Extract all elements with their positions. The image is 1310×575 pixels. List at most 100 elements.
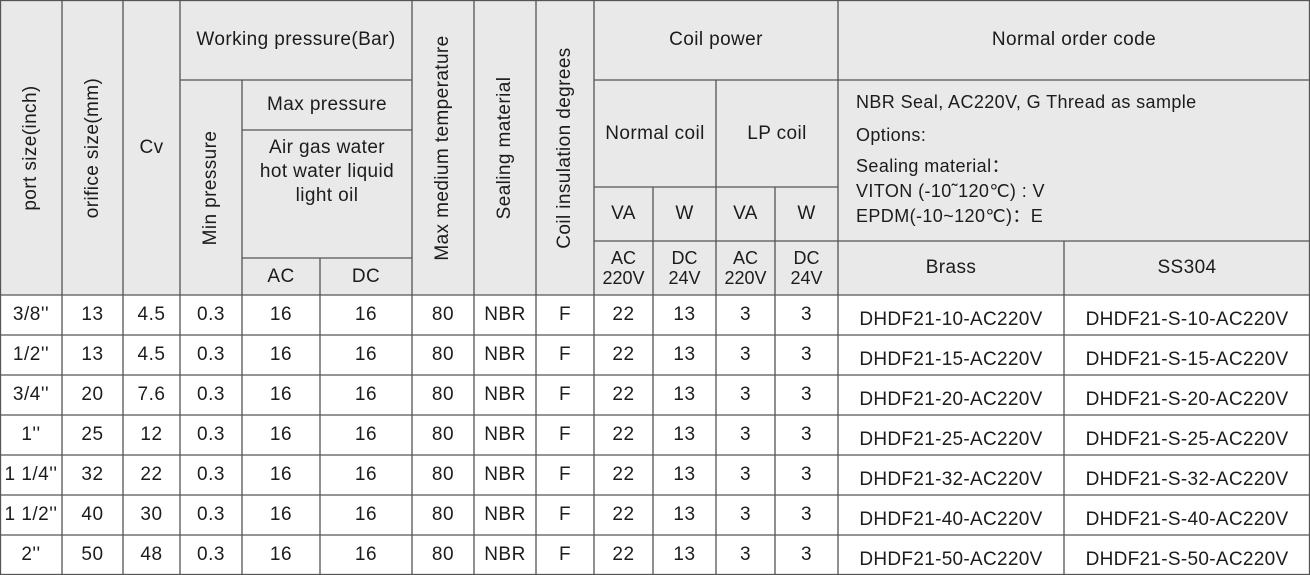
header-coil-power: Coil power — [594, 0, 838, 80]
cell-ins: F — [536, 495, 594, 535]
cell-ac-text: 16 — [269, 304, 293, 325]
header-lp-coil: LP coil — [716, 80, 838, 187]
cell-brass-text: DHDF21-40-AC220V — [859, 509, 1043, 530]
cell-ins-text: F — [558, 384, 572, 405]
cell-temp-text: 80 — [431, 344, 455, 365]
header-ac220v-lp: AC 220V — [716, 241, 775, 295]
cell-port-text: 3/4'' — [12, 384, 50, 405]
header-media-line-1: Air gas water — [268, 137, 386, 158]
cell-w2-text: 3 — [800, 544, 813, 565]
cell-brass: DHDF21-50-AC220V — [838, 535, 1064, 575]
cell-ins-text: F — [558, 424, 572, 445]
cell-w1: 13 — [653, 455, 716, 495]
header-brass-label: Brass — [925, 257, 977, 278]
cell-ins: F — [536, 375, 594, 415]
cell-temp: 80 — [412, 375, 474, 415]
header-working-pressure: Working pressure(Bar) — [180, 0, 412, 80]
cell-ss: DHDF21-S-10-AC220V — [1064, 295, 1310, 335]
cell-port: 1 1/2'' — [0, 495, 62, 535]
cell-brass: DHDF21-15-AC220V — [838, 335, 1064, 375]
cell-port-text: 1'' — [21, 424, 41, 445]
cell-va1: 22 — [594, 535, 653, 575]
cell-temp: 80 — [412, 535, 474, 575]
header-max-pressure-label: Max pressure — [267, 94, 387, 115]
cell-temp: 80 — [412, 415, 474, 455]
cell-port-text: 2'' — [21, 544, 41, 565]
cell-port-text: 1/2'' — [12, 344, 50, 365]
cell-seal: NBR — [474, 535, 536, 575]
cell-w1: 13 — [653, 335, 716, 375]
cell-seal: NBR — [474, 415, 536, 455]
cell-min-text: 0.3 — [197, 344, 225, 365]
cell-ac-text: 16 — [269, 384, 293, 405]
notes-line-1: NBR Seal, AC220V, G Thread as sample — [856, 92, 1197, 112]
header-w-lp-label: W — [797, 203, 816, 224]
cell-seal-text: NBR — [484, 304, 526, 325]
cell-w1-text: 13 — [673, 424, 696, 445]
cell-w2: 3 — [775, 295, 838, 335]
cell-ss: DHDF21-S-32-AC220V — [1064, 455, 1310, 495]
cell-port: 2'' — [0, 535, 62, 575]
header-pressure-ac-label: AC — [267, 265, 295, 287]
header-min-pressure-label: Min pressure — [200, 130, 221, 245]
cell-seal: NBR — [474, 295, 536, 335]
cell-w1-text: 13 — [673, 344, 696, 365]
cell-ac-text: 16 — [269, 344, 293, 365]
cell-w2: 3 — [775, 535, 838, 575]
cell-cv-text: 7.6 — [137, 384, 166, 405]
cell-port: 1 1/4'' — [0, 455, 62, 495]
cell-min-text: 0.3 — [197, 424, 225, 445]
cell-ss-text: DHDF21-S-50-AC220V — [1085, 549, 1289, 570]
cell-ac-text: 16 — [269, 464, 293, 485]
cell-seal-text: NBR — [484, 344, 526, 365]
header-order-code-label: Normal order code — [991, 29, 1157, 50]
header-media-line-3: light oil — [295, 185, 359, 206]
header-ss304-label: SS304 — [1157, 257, 1217, 278]
cell-orifice: 50 — [62, 535, 123, 575]
cell-min-text: 0.3 — [197, 304, 225, 325]
cell-w1: 13 — [653, 375, 716, 415]
cell-seal: NBR — [474, 495, 536, 535]
cell-w1-text: 13 — [673, 304, 696, 325]
header-ac220v-normal: AC 220V — [594, 241, 653, 295]
cell-orifice-text: 20 — [81, 384, 104, 405]
header-ac220v-lp-top: AC — [732, 248, 758, 268]
cell-brass-text: DHDF21-15-AC220V — [859, 349, 1043, 370]
cell-ins: F — [536, 455, 594, 495]
cell-dc-text: 16 — [354, 304, 378, 325]
header-port-size-label: port size(inch) — [20, 84, 41, 211]
cell-seal: NBR — [474, 335, 536, 375]
cell-cv-text: 48 — [140, 544, 163, 565]
cell-dc: 16 — [320, 495, 412, 535]
cell-va1: 22 — [594, 495, 653, 535]
cell-ins-text: F — [558, 544, 572, 565]
header-dc24v-lp-bottom: 24V — [790, 268, 823, 288]
cell-va2-text: 3 — [739, 544, 752, 565]
cell-ins-text: F — [558, 344, 572, 365]
cell-dc: 16 — [320, 375, 412, 415]
cell-ins-text: F — [558, 504, 572, 525]
header-coil-insulation-label: Coil insulation degrees — [554, 46, 575, 249]
cell-w1-text: 13 — [673, 544, 696, 565]
cell-va2-text: 3 — [739, 344, 752, 365]
header-orifice-size-label: orifice size(mm) — [81, 77, 103, 218]
header-brass: Brass — [838, 241, 1064, 295]
cell-temp-text: 80 — [431, 464, 455, 485]
cell-brass-text: DHDF21-32-AC220V — [859, 469, 1043, 490]
header-working-pressure-label: Working pressure(Bar) — [196, 29, 396, 50]
cell-w1: 13 — [653, 295, 716, 335]
cell-ac: 16 — [242, 535, 320, 575]
cell-temp-text: 80 — [431, 424, 455, 445]
header-w-normal: W — [653, 187, 716, 241]
cell-min-text: 0.3 — [197, 504, 225, 525]
cell-orifice: 32 — [62, 455, 123, 495]
cell-ss-text: DHDF21-S-15-AC220V — [1085, 349, 1289, 370]
header-sealing-material-label: Sealing material — [494, 76, 515, 219]
header-w-normal-label: W — [675, 203, 694, 224]
cell-va1: 22 — [594, 455, 653, 495]
cell-temp-text: 80 — [431, 504, 455, 525]
cell-min: 0.3 — [180, 455, 242, 495]
cell-orifice: 20 — [62, 375, 123, 415]
cell-va2: 3 — [716, 455, 775, 495]
header-va-normal-label: VA — [611, 203, 636, 224]
